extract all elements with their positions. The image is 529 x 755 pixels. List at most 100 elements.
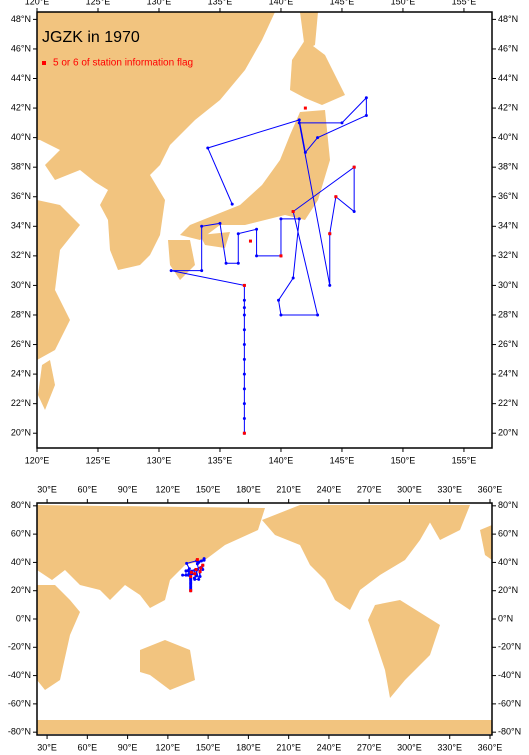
station [316, 313, 320, 317]
flagged-station [334, 195, 338, 199]
x-tick-label: 360°E [478, 484, 503, 494]
x-tick-label: 150°E [196, 742, 221, 752]
flagged-station [195, 558, 199, 562]
station [352, 210, 356, 214]
y-tick-label: 28°N [498, 309, 518, 319]
x-tick-label: 240°E [317, 742, 342, 752]
y-tick-label: 24°N [498, 368, 518, 378]
x-tick-label: 120°E [25, 0, 50, 6]
y-tick-label: 40°N [11, 132, 31, 142]
flagged-station [199, 566, 203, 570]
x-tick-label: 210°E [276, 742, 301, 752]
y-tick-label: 26°N [498, 339, 518, 349]
flagged-station [198, 570, 202, 574]
flagged-station [328, 232, 332, 236]
x-tick-label: 360°E [478, 742, 503, 752]
x-tick-label: 130°E [147, 455, 172, 465]
y-tick-label: 46°N [11, 43, 31, 53]
y-tick-label: -60°N [8, 698, 31, 708]
station [291, 276, 295, 280]
station [242, 402, 246, 406]
station [297, 118, 301, 122]
y-tick-label: 20°N [498, 585, 518, 595]
station [187, 567, 191, 571]
flagged-station [189, 575, 193, 579]
x-tick-label: 130°E [147, 0, 172, 6]
y-tick-label: 80°N [11, 500, 31, 510]
y-tick-label: 60°N [11, 528, 31, 538]
station [255, 227, 259, 231]
station [364, 96, 368, 100]
flagged-station [291, 210, 295, 214]
y-tick-label: 0°N [498, 613, 513, 623]
x-tick-label: 150°E [391, 0, 416, 6]
station [277, 298, 281, 302]
land-world [37, 505, 492, 734]
station [316, 136, 320, 140]
station [242, 416, 246, 420]
y-tick-label: 32°N [11, 250, 31, 260]
y-tick-label: 40°N [11, 557, 31, 567]
station [242, 372, 246, 376]
x-tick-label: 270°E [357, 484, 382, 494]
station [328, 283, 332, 287]
flagged-station [303, 106, 307, 110]
flagged-station [201, 563, 205, 567]
y-tick-label: 44°N [11, 73, 31, 83]
station [279, 217, 283, 221]
y-tick-label: -80°N [498, 727, 521, 737]
x-tick-label: 180°E [236, 484, 261, 494]
x-tick-label: 140°E [269, 455, 294, 465]
y-tick-label: 26°N [11, 339, 31, 349]
y-tick-label: 22°N [498, 398, 518, 408]
y-tick-label: 46°N [498, 43, 518, 53]
station [242, 313, 246, 317]
flagged-station [189, 570, 193, 574]
x-tick-label: 120°E [156, 484, 181, 494]
x-tick-label: 120°E [156, 742, 181, 752]
y-tick-label: 40°N [498, 557, 518, 567]
station [242, 343, 246, 347]
station [242, 357, 246, 361]
y-tick-label: 36°N [11, 191, 31, 201]
x-tick-label: 140°E [269, 0, 294, 6]
y-tick-label: 22°N [11, 398, 31, 408]
station [230, 202, 234, 206]
station [206, 146, 210, 150]
land-top [37, 12, 345, 410]
y-tick-label: 42°N [11, 102, 31, 112]
y-tick-label: 0°N [16, 613, 31, 623]
station [198, 575, 202, 579]
y-tick-label: -20°N [8, 642, 31, 652]
x-tick-label: 210°E [276, 484, 301, 494]
y-tick-label: 20°N [11, 585, 31, 595]
y-tick-label: 48°N [498, 14, 518, 24]
x-tick-label: 30°E [37, 484, 57, 494]
y-tick-label: 36°N [498, 191, 518, 201]
y-tick-label: 38°N [498, 162, 518, 172]
x-tick-label: 150°E [391, 455, 416, 465]
station [242, 387, 246, 391]
flagged-station [248, 239, 252, 243]
x-tick-label: 155°E [452, 0, 477, 6]
y-tick-label: 30°N [498, 280, 518, 290]
station [255, 254, 259, 258]
y-tick-label: 30°N [11, 280, 31, 290]
station [236, 232, 240, 236]
flagged-station [193, 572, 197, 576]
station [197, 577, 201, 581]
x-tick-label: 135°E [208, 455, 233, 465]
y-tick-label: 28°N [11, 309, 31, 319]
x-tick-label: 90°E [118, 484, 138, 494]
y-tick-label: 60°N [498, 528, 518, 538]
x-tick-label: 145°E [330, 455, 355, 465]
y-tick-label: 20°N [498, 428, 518, 438]
y-tick-label: -60°N [498, 698, 521, 708]
station [202, 558, 206, 562]
station [242, 328, 246, 332]
y-tick-label: 20°N [11, 428, 31, 438]
x-tick-label: 60°E [78, 742, 98, 752]
flagged-station [352, 165, 356, 169]
station [199, 559, 203, 563]
